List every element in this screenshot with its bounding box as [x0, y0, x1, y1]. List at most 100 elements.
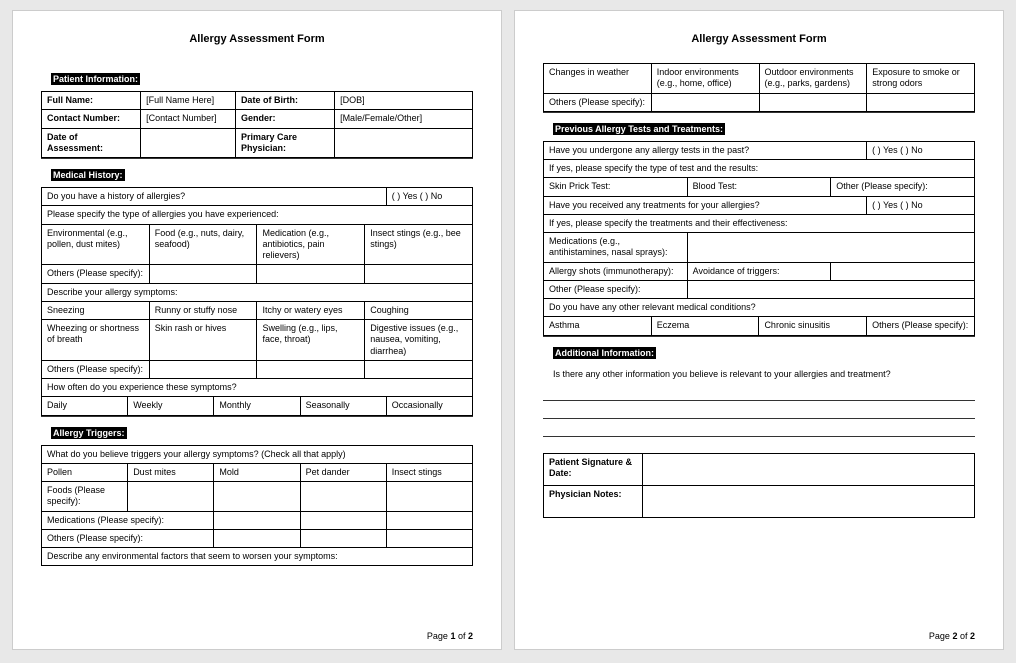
mh-swelling: Swelling (e.g., lips, face, throat)	[257, 320, 365, 361]
trig-mold: Mold	[214, 463, 300, 481]
triggers-table: What do you believe triggers your allerg…	[41, 445, 473, 567]
fullname-value: [Full Name Here]	[141, 92, 236, 110]
mh-env: Environmental (e.g., pollen, dust mites)	[42, 224, 150, 265]
pcp-label: Primary Care Physician:	[235, 128, 334, 158]
prev-meds: Medications (e.g., antihistamines, nasal…	[544, 233, 688, 263]
trig-pollen: Pollen	[42, 463, 128, 481]
prev-q5: Do you have any other relevant medical c…	[544, 299, 975, 317]
contact-label: Contact Number:	[42, 110, 141, 128]
trig-medications-2	[300, 511, 386, 529]
prev-sinus: Chronic sinusitis	[759, 317, 867, 335]
patient-info-table: Full Name: [Full Name Here] Date of Birt…	[41, 91, 473, 158]
trig-foods-1	[128, 482, 214, 512]
mh-med: Medication (e.g., antibiotics, pain reli…	[257, 224, 365, 265]
trig-medications-label: Medications (Please specify):	[42, 511, 214, 529]
mh-insect: Insect stings (e.g., bee stings)	[365, 224, 473, 265]
mh-sneezing: Sneezing	[42, 301, 150, 319]
trig-outdoor: Outdoor environments (e.g., parks, garde…	[759, 64, 867, 94]
trig-foods-label: Foods (Please specify):	[42, 482, 128, 512]
mh-others2-2	[257, 360, 365, 378]
page-footer-2: Page 2 of 2	[929, 631, 975, 641]
prev-blood: Blood Test:	[687, 178, 831, 196]
medical-history-table: Do you have a history of allergies? ( ) …	[41, 187, 473, 416]
mh-q2: Please specify the type of allergies you…	[42, 206, 473, 224]
mh-itchy: Itchy or watery eyes	[257, 301, 365, 319]
contact-value: [Contact Number]	[141, 110, 236, 128]
trig-pet: Pet dander	[300, 463, 386, 481]
trig-others-3	[386, 529, 472, 547]
mh-occasionally: Occasionally	[386, 397, 472, 415]
prev-other-tmt: Other (Please specify):	[544, 280, 688, 298]
pcp-value	[335, 128, 473, 158]
prev-others-cond: Others (Please specify):	[867, 317, 975, 335]
prev-avoid: Avoidance of triggers:	[687, 262, 831, 280]
section-medical-history: Medical History:	[51, 169, 125, 181]
section-triggers: Allergy Triggers:	[51, 427, 127, 439]
mh-wheezing: Wheezing or shortness of breath	[42, 320, 150, 361]
section-additional: Additional Information:	[553, 347, 656, 359]
gender-label: Gender:	[235, 110, 334, 128]
fullname-label: Full Name:	[42, 92, 141, 110]
physician-notes-label: Physician Notes:	[544, 485, 643, 517]
prev-q3-yesno: ( ) Yes ( ) No	[867, 196, 975, 214]
mh-q4: How often do you experience these sympto…	[42, 379, 473, 397]
trig-q2: Describe any environmental factors that …	[42, 548, 473, 566]
mh-q1-yesno: ( ) Yes ( ) No	[386, 188, 472, 206]
page-2: Allergy Assessment Form Changes in weath…	[514, 10, 1004, 650]
trig-q1: What do you believe triggers your allerg…	[42, 445, 473, 463]
mh-others-2	[257, 265, 365, 283]
trig-foods-3	[300, 482, 386, 512]
trig-smoke: Exposure to smoke or strong odors	[867, 64, 975, 94]
prev-asthma: Asthma	[544, 317, 652, 335]
physician-notes-value	[643, 485, 975, 517]
section-patient-info: Patient Information:	[51, 73, 140, 85]
mh-weekly: Weekly	[128, 397, 214, 415]
mh-others2-3	[365, 360, 473, 378]
page-1: Allergy Assessment Form Patient Informat…	[12, 10, 502, 650]
page-title: Allergy Assessment Form	[41, 33, 473, 45]
doa-value	[141, 128, 236, 158]
trig-foods-2	[214, 482, 300, 512]
prev-q1-yesno: ( ) Yes ( ) No	[867, 141, 975, 159]
prev-q2: If yes, please specify the type of test …	[544, 160, 975, 178]
mh-q1: Do you have a history of allergies?	[42, 188, 387, 206]
page-footer-1: Page 1 of 2	[427, 631, 473, 641]
patient-sig-value	[643, 453, 975, 485]
trig-medications-3	[386, 511, 472, 529]
prev-other-tmt-val	[687, 280, 974, 298]
gender-value: [Male/Female/Other]	[335, 110, 473, 128]
mh-food: Food (e.g., nuts, dairy, seafood)	[149, 224, 257, 265]
trig-dust: Dust mites	[128, 463, 214, 481]
mh-daily: Daily	[42, 397, 128, 415]
dob-value: [DOB]	[335, 92, 473, 110]
mh-others2-label: Others (Please specify):	[42, 360, 150, 378]
section-prev-tests: Previous Allergy Tests and Treatments:	[553, 123, 725, 135]
prev-q4: If yes, please specify the treatments an…	[544, 214, 975, 232]
prev-tests-table: Have you undergone any allergy tests in …	[543, 141, 975, 336]
trig-others2-3	[867, 93, 975, 111]
mh-rash: Skin rash or hives	[149, 320, 257, 361]
doa-label: Date of Assessment:	[42, 128, 141, 158]
trig-others-label: Others (Please specify):	[42, 529, 214, 547]
mh-runny: Runny or stuffy nose	[149, 301, 257, 319]
prev-other-test: Other (Please specify):	[831, 178, 975, 196]
prev-q1: Have you undergone any allergy tests in …	[544, 141, 867, 159]
trig-insect: Insect stings	[386, 463, 472, 481]
prev-shots: Allergy shots (immunotherapy):	[544, 262, 688, 280]
blank-line-1	[543, 387, 975, 401]
mh-others-1	[149, 265, 257, 283]
signature-table: Patient Signature & Date: Physician Note…	[543, 453, 975, 518]
trig-indoor: Indoor environments (e.g., home, office)	[651, 64, 759, 94]
trig-others-2	[300, 529, 386, 547]
mh-others-label: Others (Please specify):	[42, 265, 150, 283]
mh-digest: Digestive issues (e.g., nausea, vomiting…	[365, 320, 473, 361]
mh-q3: Describe your allergy symptoms:	[42, 283, 473, 301]
page-title-2: Allergy Assessment Form	[543, 33, 975, 45]
mh-others-3	[365, 265, 473, 283]
mh-others2-1	[149, 360, 257, 378]
trig-weather: Changes in weather	[544, 64, 652, 94]
mh-monthly: Monthly	[214, 397, 300, 415]
trig-others2-1	[651, 93, 759, 111]
mh-seasonally: Seasonally	[300, 397, 386, 415]
prev-eczema: Eczema	[651, 317, 759, 335]
